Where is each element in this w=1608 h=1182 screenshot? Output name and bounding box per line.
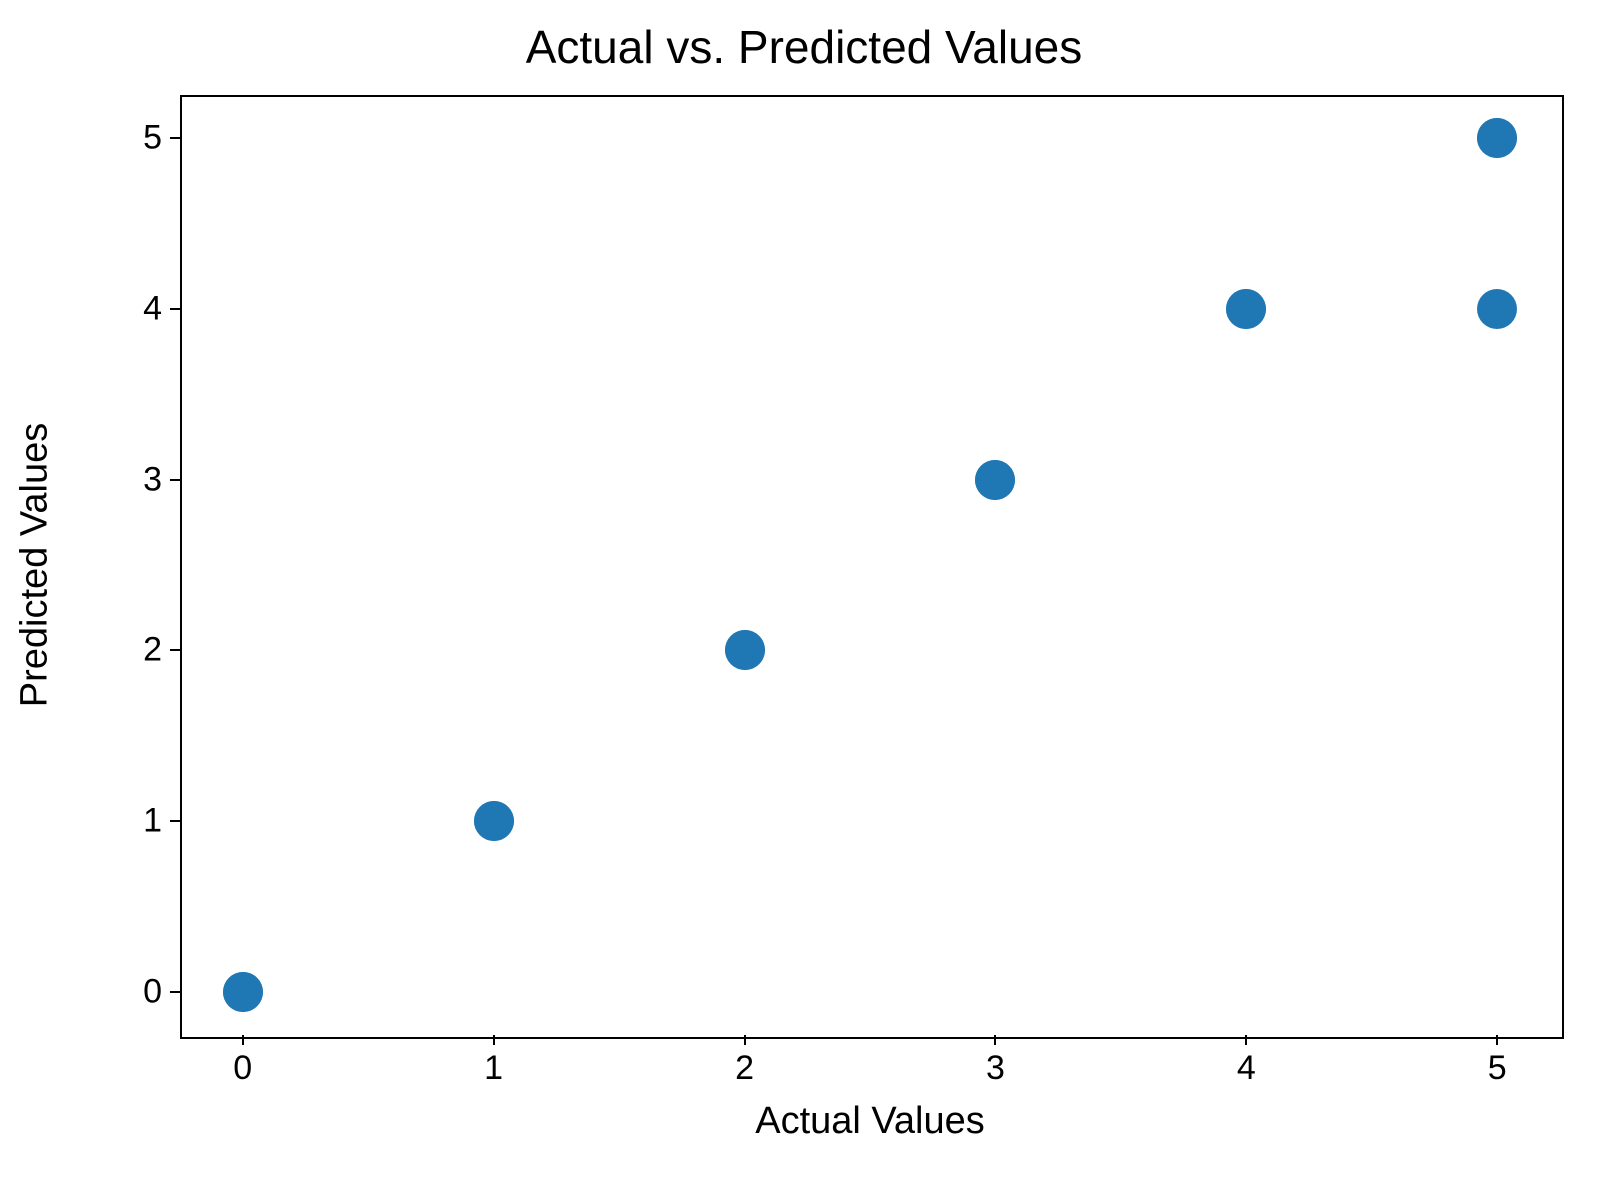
y-tick-mark [170, 820, 180, 822]
y-tick-label: 3 [143, 460, 162, 499]
scatter-point [1477, 118, 1517, 158]
x-axis-label: Actual Values [755, 1100, 985, 1143]
scatter-point [1477, 289, 1517, 329]
scatter-point [223, 972, 263, 1012]
x-tick-label: 5 [1488, 1049, 1507, 1088]
y-tick-mark [170, 479, 180, 481]
x-tick-label: 4 [1237, 1049, 1256, 1088]
x-tick-mark [1245, 1035, 1247, 1045]
x-tick-mark [994, 1035, 996, 1045]
x-tick-mark [242, 1035, 244, 1045]
chart-title: Actual vs. Predicted Values [0, 20, 1608, 74]
scatter-point [1226, 289, 1266, 329]
y-tick-label: 1 [143, 802, 162, 841]
y-tick-label: 5 [143, 118, 162, 157]
x-tick-mark [1496, 1035, 1498, 1045]
y-tick-label: 4 [143, 289, 162, 328]
x-tick-mark [744, 1035, 746, 1045]
scatter-point [725, 630, 765, 670]
y-tick-label: 2 [143, 631, 162, 670]
y-axis-label: Predicted Values [14, 423, 57, 707]
x-tick-mark [493, 1035, 495, 1045]
scatter-point [474, 801, 514, 841]
y-tick-mark [170, 649, 180, 651]
x-tick-label: 0 [233, 1049, 252, 1088]
x-tick-label: 3 [986, 1049, 1005, 1088]
x-tick-label: 1 [484, 1049, 503, 1088]
scatter-point [975, 460, 1015, 500]
x-tick-label: 2 [735, 1049, 754, 1088]
y-tick-mark [170, 137, 180, 139]
plot-area [180, 95, 1564, 1039]
y-tick-mark [170, 991, 180, 993]
chart-container: Actual vs. Predicted Values Predicted Va… [0, 0, 1608, 1182]
y-tick-mark [170, 308, 180, 310]
y-tick-label: 0 [143, 973, 162, 1012]
